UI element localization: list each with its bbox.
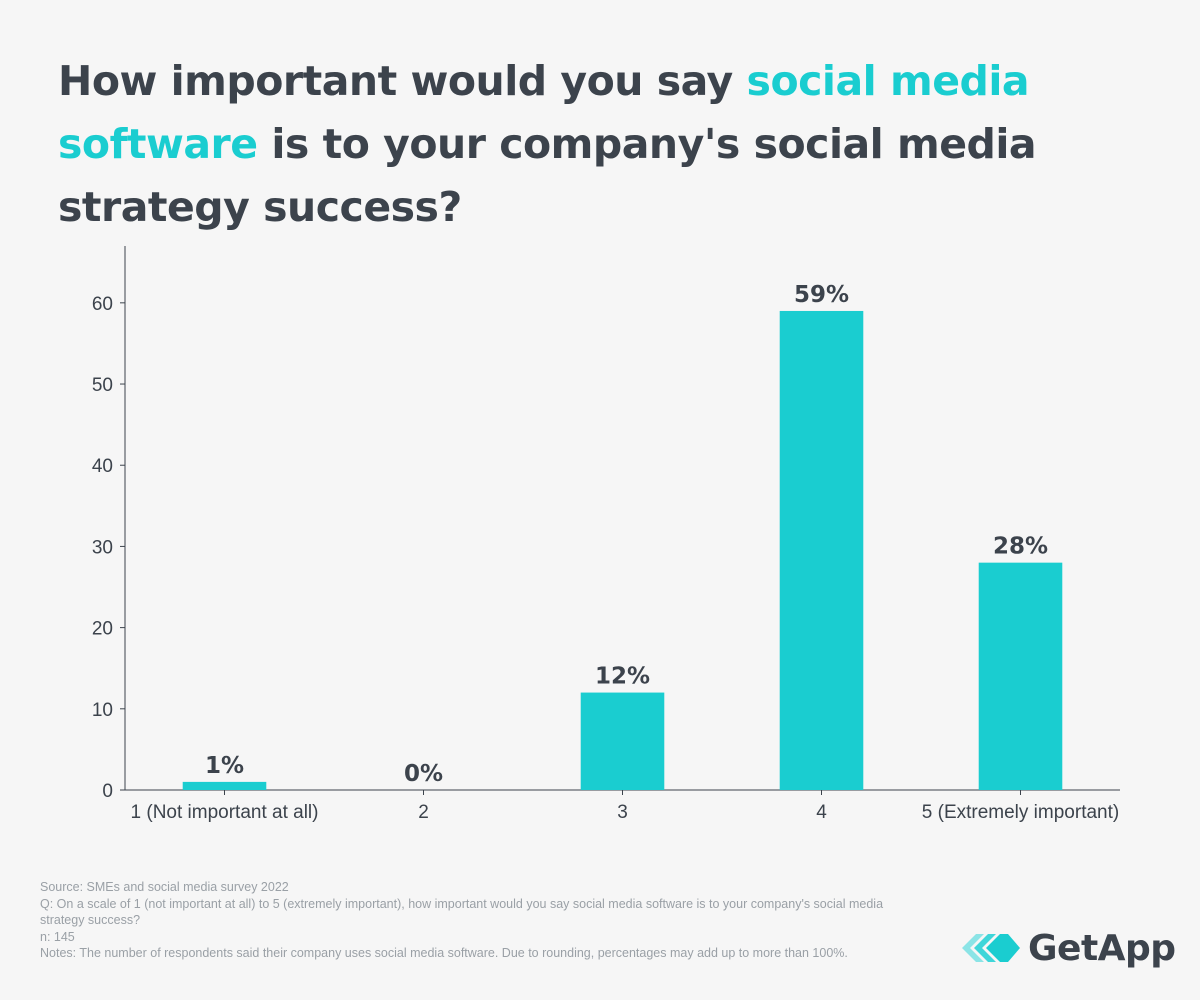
y-tick-label: 60 (92, 294, 113, 315)
y-tick-label: 40 (92, 456, 113, 477)
data-label: 1% (205, 753, 244, 779)
y-tick-label: 50 (92, 375, 113, 396)
getapp-logo-icon (962, 934, 1020, 962)
bar-chart: 0 10 20 30 40 50 60 1% 1 (Not important at all) 0… (92, 246, 1120, 823)
bar (779, 310, 864, 790)
y-tick-label: 20 (92, 619, 113, 640)
y-tick-label: 0 (102, 781, 113, 802)
x-tick-label: 3 (617, 802, 628, 823)
y-tick-label: 10 (92, 700, 113, 721)
footnote-question: Q: On a scale of 1 (not important at all… (40, 896, 884, 928)
bar (978, 562, 1063, 790)
x-tick-label: 2 (418, 802, 429, 823)
footnote-source: Source: SMEs and social media survey 202… (40, 880, 289, 894)
bar (182, 781, 267, 790)
logo-text: GetApp (1028, 927, 1176, 969)
y-tick-label: 30 (92, 537, 113, 558)
getapp-logo: GetApp (962, 926, 1176, 970)
chart-title: How important would you say social media… (58, 50, 1138, 239)
title-highlight: social media software (58, 57, 1030, 168)
title-part1: How important would you say (58, 57, 747, 105)
bar (580, 692, 665, 790)
footnote-n: n: 145 (40, 929, 75, 944)
footnotes: Source: SMEs and social media survey 202… (40, 879, 900, 962)
x-tick-label: 4 (816, 802, 827, 823)
x-tick-label: 1 (Not important at all) (131, 802, 319, 823)
data-label: 28% (993, 534, 1048, 560)
data-label: 59% (794, 282, 849, 308)
x-tick-label: 5 (Extremely important) (922, 802, 1119, 823)
data-label: 0% (404, 761, 443, 787)
footnote-notes: Notes: The number of respondents said th… (40, 946, 848, 960)
title-part2: is to your company's social media strate… (58, 120, 1037, 231)
data-label: 12% (595, 664, 650, 690)
